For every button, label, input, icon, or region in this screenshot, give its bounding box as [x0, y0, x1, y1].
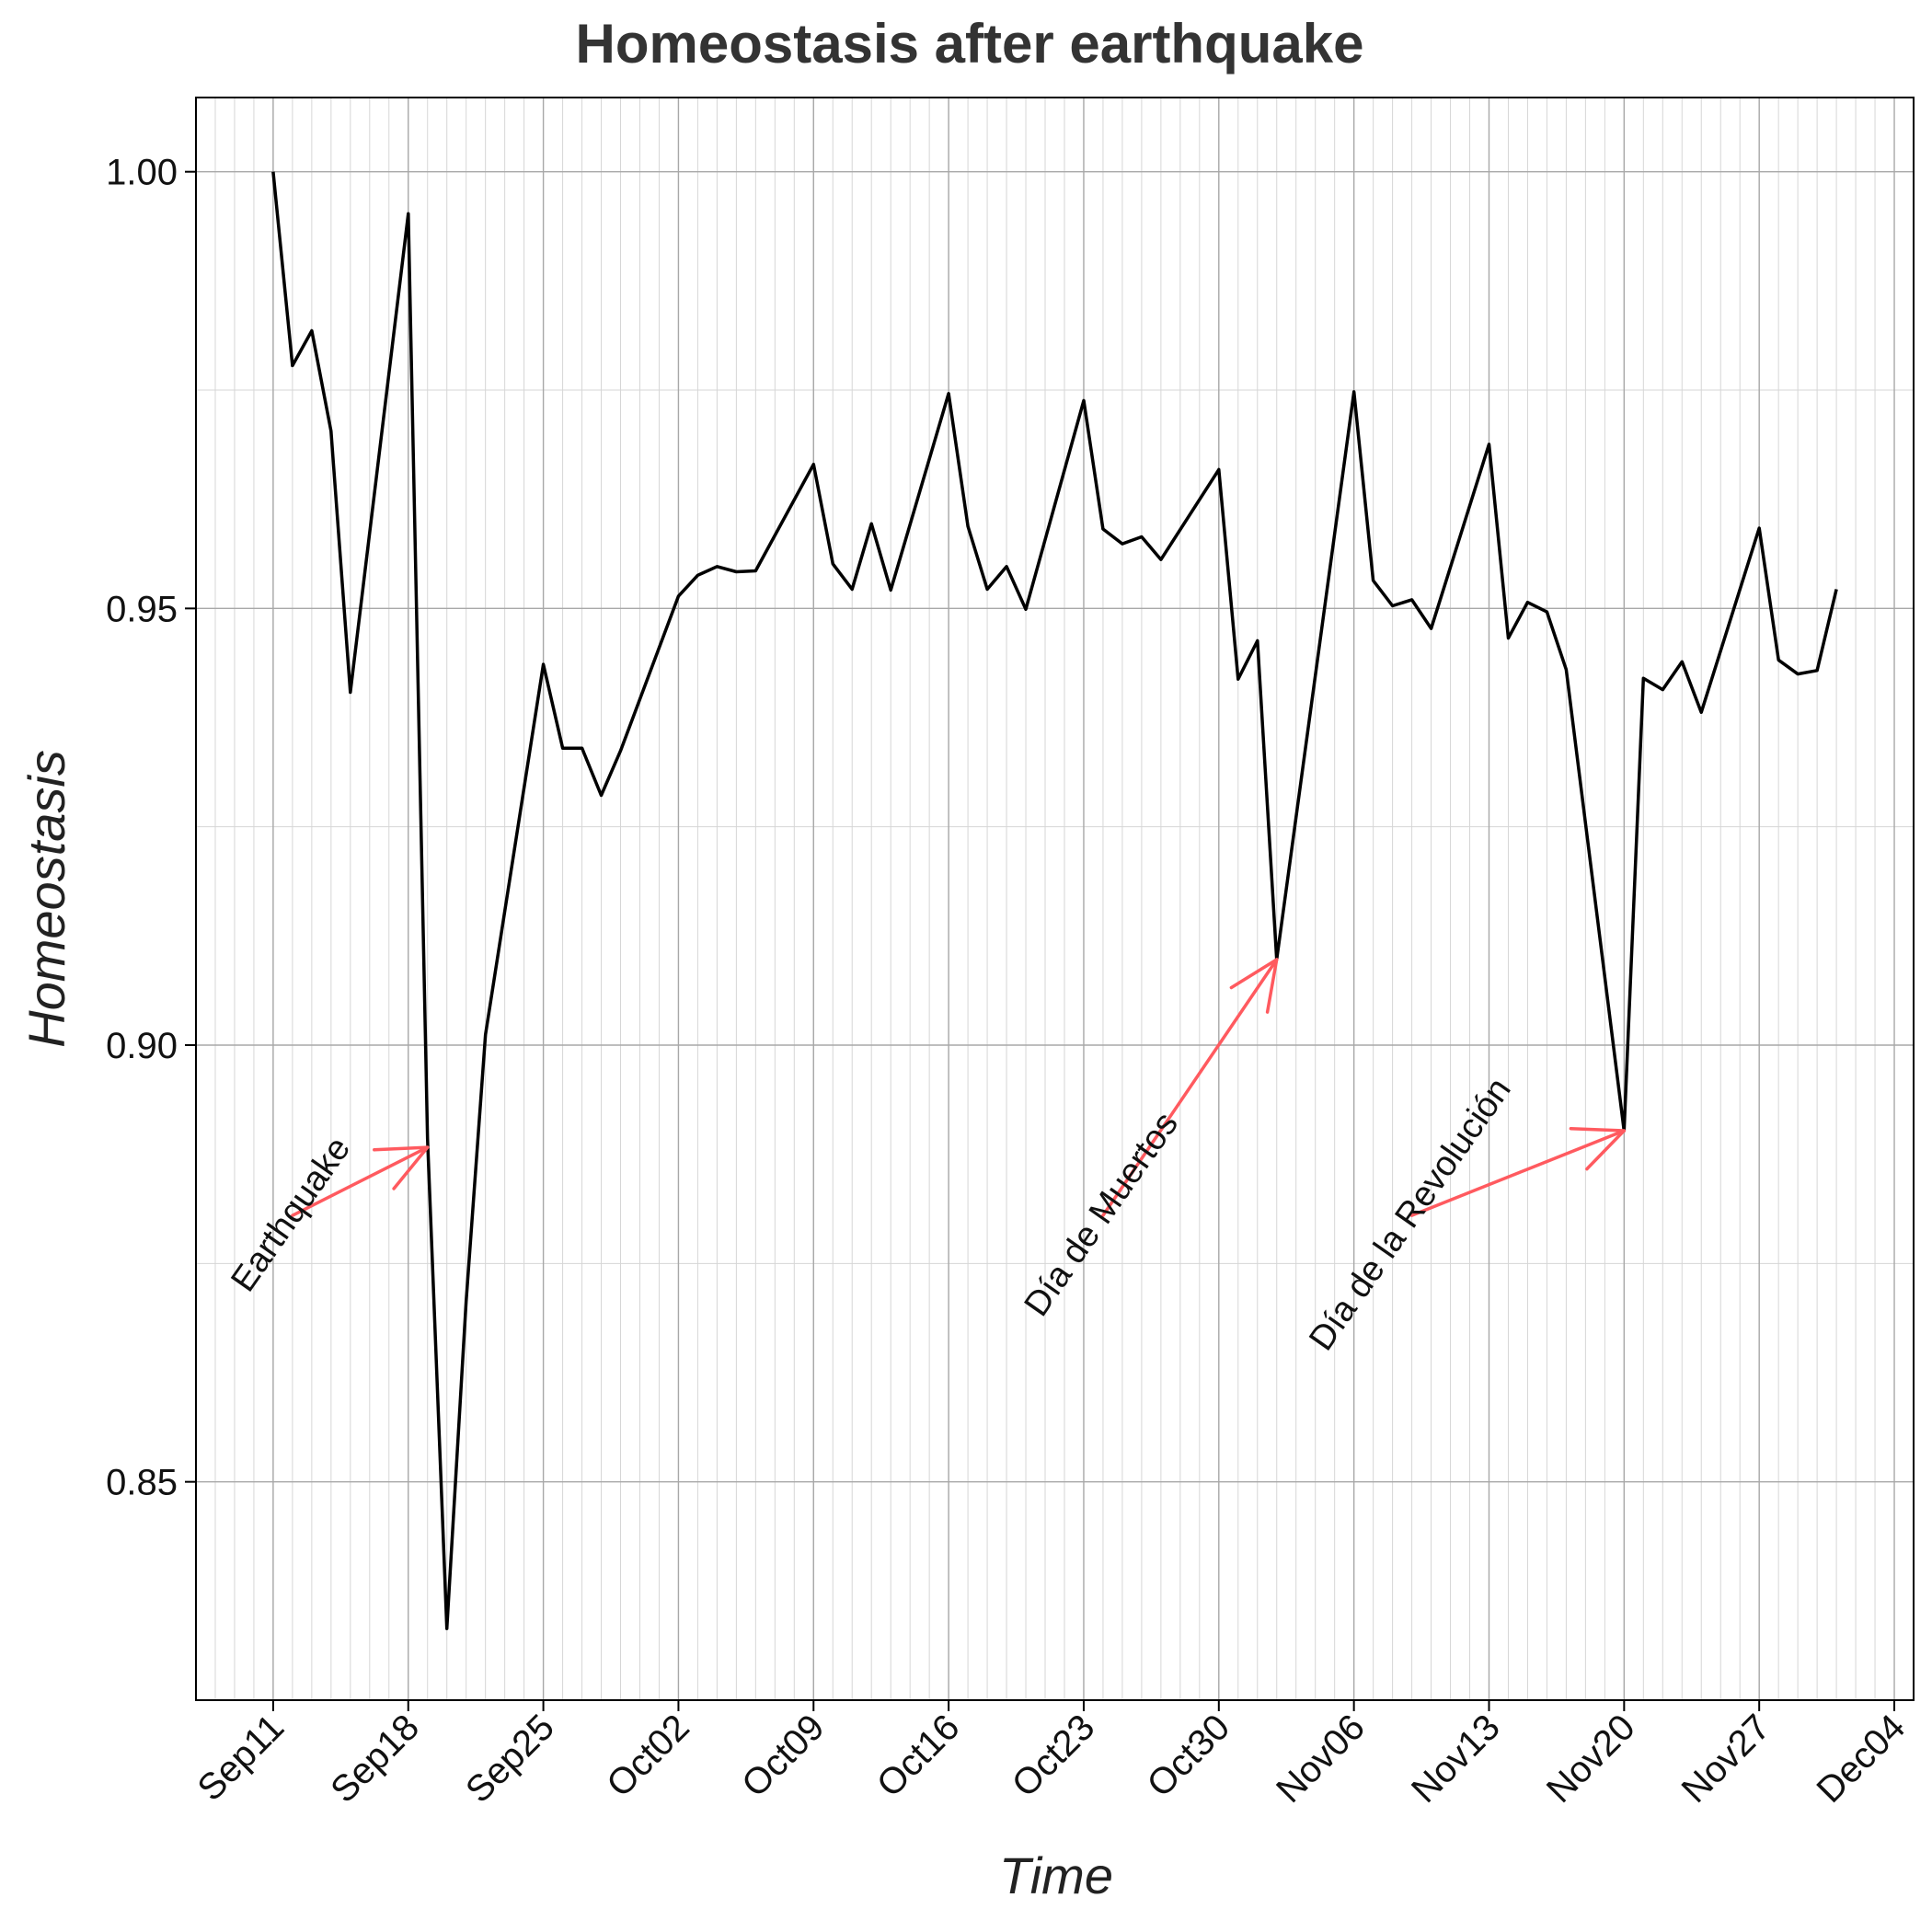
x-tick-label: Nov06 — [1269, 1707, 1373, 1811]
annotation-arrow — [1101, 958, 1279, 1217]
annotation-arrow — [291, 1145, 430, 1217]
x-tick-label: Nov13 — [1404, 1707, 1508, 1811]
grid-major — [196, 98, 1914, 1700]
x-tick-label: Sep11 — [190, 1707, 292, 1809]
annotation-arrowhead — [1569, 1126, 1627, 1171]
series-layer — [271, 171, 1838, 1630]
x-tick-label: Oct23 — [1005, 1707, 1103, 1805]
y-tick-label: 0.95 — [106, 589, 178, 629]
x-tick-label: Oct02 — [599, 1707, 697, 1805]
x-tick-label: Nov27 — [1674, 1707, 1778, 1811]
annotation-arrowhead — [1229, 958, 1279, 1014]
x-tick-label: Sep25 — [458, 1707, 562, 1811]
grid-minor — [196, 98, 1914, 1700]
chart-title: Homeostasis after earthquake — [576, 13, 1364, 75]
y-axis: 0.85 0.90 0.95 1.00 — [106, 153, 196, 1503]
x-tick-label: Sep18 — [323, 1707, 427, 1811]
y-axis-title: Homeostasis — [17, 750, 75, 1048]
y-tick-label: 0.85 — [106, 1463, 178, 1503]
x-tick-label: Oct30 — [1140, 1707, 1238, 1805]
y-tick-label: 1.00 — [106, 153, 178, 193]
x-tick-label: Nov20 — [1539, 1707, 1643, 1811]
series-line — [271, 171, 1838, 1630]
annotation-arrow — [1409, 1129, 1627, 1217]
x-axis-title: Time — [999, 1846, 1113, 1904]
annotation-label: Earthquake — [224, 1130, 358, 1298]
annotation-arrowhead — [373, 1145, 430, 1190]
y-tick-label: 0.90 — [106, 1026, 178, 1066]
plot-border — [195, 97, 1915, 1701]
x-tick-label: Oct09 — [734, 1707, 833, 1805]
x-tick-label: Oct16 — [869, 1707, 968, 1805]
x-tick-label: Dec04 — [1810, 1707, 1914, 1811]
x-axis: Sep11 Sep18 Sep25 Oct02 Oct09 Oct16 Oct23 Oct30… — [190, 1700, 1913, 1811]
